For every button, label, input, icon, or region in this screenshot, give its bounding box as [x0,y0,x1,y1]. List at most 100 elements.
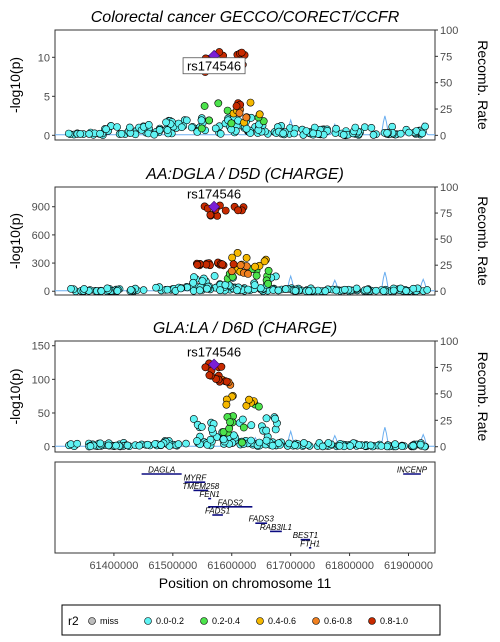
snp-point [189,278,198,287]
snp-point [242,253,251,262]
y-tick-label: 0 [44,130,50,142]
snp-point [262,414,271,423]
snp-point [226,418,234,426]
snp-point [409,441,418,450]
snp-point [162,118,170,127]
y-tick-label: 0 [44,442,50,454]
snp-point [268,441,277,450]
snp-point [205,116,213,125]
snp-point [197,124,206,133]
gene-label: INCENP [397,466,428,475]
snp-point [216,286,224,295]
snp-point [182,439,190,448]
y2-tick-label: 25 [440,104,452,116]
locus-panel-3: GLA:LA / D6D (CHARGE) 0 50 100 150 0 25 50 75 100… [7,320,491,454]
snp-point [351,123,360,132]
gene-label: DAGLA [148,466,175,475]
y2-tick-label: 100 [440,182,458,194]
y2-tick-label: 25 [440,260,452,272]
snp-points [65,359,430,451]
snp-point [290,129,299,138]
y-axis-label: -log10(p) [7,57,23,113]
snp-point [227,267,236,276]
snp-points [67,201,432,296]
snp-point [250,281,259,289]
snp-point [260,257,269,266]
legend-swatch [368,617,376,625]
snp-point [396,129,405,138]
snp-point [264,279,272,288]
snp-point [377,442,386,450]
snp-point [346,442,355,450]
y2-tick-label: 25 [440,415,452,427]
snp-point [247,421,256,430]
lead-snp-label-box [182,57,246,75]
x-tick-label: 61500000 [148,560,197,572]
y-axis-label: -log10(p) [7,368,23,424]
snp-point [193,437,201,445]
snp-point [321,287,330,295]
y-tick-label: 5 [44,91,50,103]
y2-tick-label: 50 [440,234,452,246]
snp-point [232,102,241,110]
snp-point [219,428,228,436]
snp-point [324,439,333,447]
snp-point [157,441,165,449]
snp-point [291,286,300,295]
y-tick-label: 150 [32,341,50,353]
legend-swatch [200,617,208,625]
snp-point [193,260,202,269]
snp-point [198,277,207,285]
snp-point [252,271,261,280]
snp-point [117,130,126,138]
snp-point [221,206,230,215]
y2-tick-label: 75 [440,362,452,374]
snp-point [244,285,252,294]
y2-tick-label: 100 [440,25,458,37]
snp-point [238,415,247,424]
snp-point [302,127,311,135]
y2-tick-label: 75 [440,51,452,63]
snp-point [126,123,134,132]
y-tick-label: 900 [32,202,50,214]
snp-point [177,284,185,293]
snp-point [123,441,132,450]
snp-point [145,121,153,129]
legend-label: 0.0-0.2 [156,616,184,626]
snp-point [155,126,164,134]
snp-point [200,102,209,110]
gene-label: FADS1 [205,507,230,516]
lead-snp-label: rs174546 [187,59,241,74]
snp-point [246,98,255,107]
gene-label: FEN1 [199,490,219,499]
snp-point [233,248,242,257]
legend-label: 0.8-1.0 [380,616,408,626]
snp-point [235,109,244,117]
snp-point [264,266,273,275]
snp-point [247,436,255,445]
snp-point [67,440,75,448]
snp-point [332,124,340,133]
snp-point [163,126,172,134]
snp-point [379,287,388,295]
snp-point [262,426,271,435]
snp-point [214,99,223,108]
y-tick-label: 300 [32,258,50,270]
legend-frame [61,604,441,636]
y2-tick-label: 50 [440,78,452,90]
snp-point [305,287,313,295]
snp-point [85,130,93,138]
snp-point [64,129,73,138]
snp-point [104,441,113,450]
snp-point [281,285,290,293]
snp-point [369,131,378,139]
panel-title: Colorectal cancer GECCO/CORECT/CCFR [91,9,400,26]
lead-snp-marker [208,358,220,371]
snp-point [254,402,263,411]
y-tick-label: 0 [44,286,50,298]
panel-frame [54,340,436,453]
snp-point [259,117,268,126]
snp-point [360,123,369,131]
snp-point [219,435,228,444]
gene-label: FADS2 [218,498,244,507]
